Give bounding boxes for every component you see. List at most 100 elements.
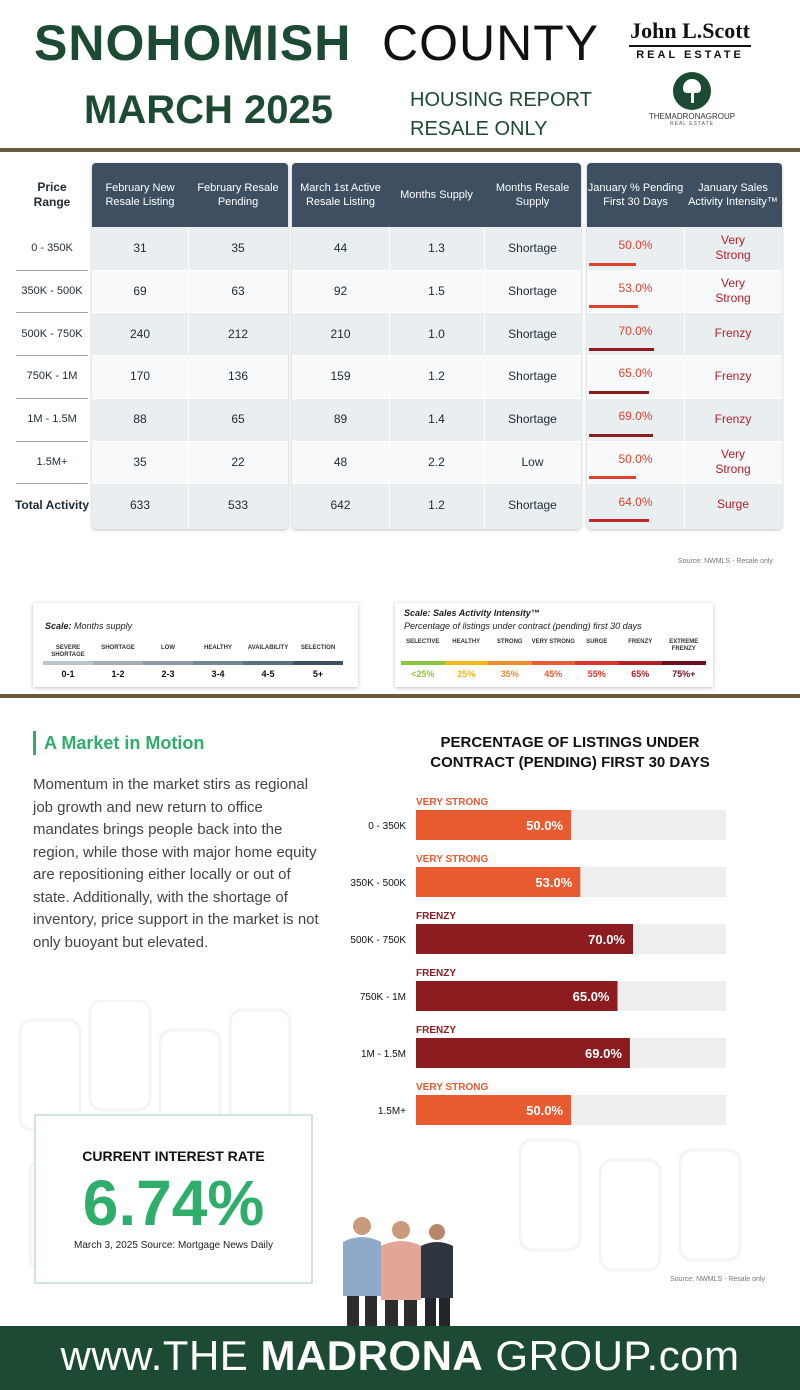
price-range-label: 750K - 1M <box>26 370 78 383</box>
scale-value: 75%+ <box>672 669 696 679</box>
table-cell-intensity: Frenzy <box>714 411 752 426</box>
pending-mini-bar <box>589 518 649 522</box>
table-cell-pct-pending: 69.0% <box>618 409 653 424</box>
madrona-logo-sub: REAL ESTATE <box>670 121 714 127</box>
header-divider <box>0 148 800 152</box>
john-l-scott-logo: John L.Scott REAL ESTATE <box>620 18 760 61</box>
madrona-logo-name: THEMADRONAGROUP <box>648 112 736 121</box>
table-cell-active: 210 <box>330 326 351 341</box>
person-left <box>343 1217 381 1330</box>
table-cell-months-supply: 1.2 <box>428 497 445 512</box>
scale-label: SURGE <box>586 639 608 645</box>
scale-segment <box>143 661 193 665</box>
scale-segment <box>43 661 93 665</box>
scale-label: SELECTION <box>300 645 336 651</box>
scale-segment <box>193 661 243 665</box>
column-header: Months Supply <box>400 189 473 201</box>
table-cell-pct-pending: 50.0% <box>618 238 653 253</box>
pending-bar-chart: VERY STRONG 50.0% 0 - 350K VERY STRONG 53.0%… <box>350 797 726 1125</box>
bar-category-label: 350K - 500K <box>350 878 406 889</box>
column-divider <box>389 227 390 529</box>
scale-label: SHORTAGE <box>101 645 135 651</box>
table-cell-intensity: Surge <box>716 497 750 512</box>
table-cell-months-supply: 2.2 <box>428 454 445 469</box>
bar <box>416 867 581 897</box>
table-cell-new-listing: 633 <box>129 497 151 512</box>
scale-value: 2-3 <box>161 669 175 679</box>
bar-category-tag: VERY STRONG <box>416 797 488 808</box>
table-cell-pct-pending: 70.0% <box>618 323 653 338</box>
scale-segment <box>662 661 706 665</box>
scale-segment <box>575 661 619 665</box>
price-range-label: 1.5M+ <box>36 455 68 468</box>
scale-label: LOW <box>161 645 175 651</box>
table-panel-march: March 1st Active Resale Listing 44 92 210 15… <box>292 163 581 529</box>
table-cell-active: 48 <box>333 454 348 469</box>
table-cell-intensity: Very Strong <box>715 446 751 476</box>
table-cell-active: 159 <box>330 369 351 384</box>
table-cell-supply-label: Shortage <box>508 326 557 341</box>
scale-months-supply: Scale: Months supply SEVERE SHORTAGE 0-1 S… <box>33 603 358 687</box>
bar <box>416 1038 630 1068</box>
report-type-line2: RESALE ONLY <box>410 118 548 140</box>
bar-category-label: 1.5M+ <box>378 1106 406 1117</box>
table-cell-pct-pending: 53.0% <box>618 281 653 296</box>
section-divider <box>0 694 800 698</box>
table-cell-pct-pending: 50.0% <box>618 451 653 466</box>
table-cell-active: 642 <box>330 497 351 512</box>
bar-category-tag: VERY STRONG <box>416 854 488 865</box>
range-divider <box>16 483 88 485</box>
footer-website-link[interactable]: www.THE MADRONA GROUP.com <box>60 1332 740 1379</box>
table-cell-pending: 35 <box>231 241 245 256</box>
report-type-line1: HOUSING REPORT <box>410 89 592 111</box>
jls-logo-name: John L.Scott <box>630 18 750 43</box>
scale-value: <25% <box>411 669 435 679</box>
table-cell-new-listing: 69 <box>133 284 147 299</box>
column-header: February Resale Pending <box>197 182 279 208</box>
tree-icon <box>673 72 711 110</box>
table-cell-active: 89 <box>333 412 348 427</box>
bar-category-tag: FRENZY <box>416 911 456 922</box>
table-cell-supply-label: Shortage <box>508 412 557 427</box>
team-photo <box>343 1217 453 1330</box>
column-header: January % Pending First 30 Days <box>587 182 684 208</box>
scale-sales-intensity: Scale: Sales Activity Intensity™ Percent… <box>395 603 713 687</box>
scale-value: 25% <box>457 669 476 679</box>
table-cell-active: 92 <box>333 284 348 299</box>
scale-label: HEALTHY <box>204 645 232 651</box>
table-cell-supply-label: Shortage <box>508 241 557 256</box>
pending-mini-bar <box>589 433 654 437</box>
bar-category-tag: VERY STRONG <box>416 1082 488 1093</box>
row-divider <box>292 355 581 357</box>
table-row-band <box>92 440 288 484</box>
report-month: MARCH 2025 <box>84 88 333 132</box>
scale-segment <box>444 661 488 665</box>
scale-segment <box>293 661 343 665</box>
scale-label: FRENZY <box>628 639 653 645</box>
table-cell-months-supply: 1.2 <box>428 369 445 384</box>
range-divider <box>16 269 88 271</box>
table-cell-months-supply: 1.3 <box>428 241 445 256</box>
table-row-band <box>92 355 288 398</box>
price-range-label: Total Activity <box>14 497 89 512</box>
table-cell-pending: 65 <box>231 412 245 427</box>
scale-segment <box>401 661 445 665</box>
bar-category-label: 750K - 1M <box>360 992 406 1003</box>
bar-value-label: 65.0% <box>573 989 610 1004</box>
row-divider <box>587 355 782 357</box>
table-cell-new-listing: 35 <box>133 454 147 469</box>
table-cell-pending: 136 <box>227 369 249 384</box>
row-divider <box>292 440 581 442</box>
range-divider <box>16 397 88 399</box>
range-divider <box>16 355 88 357</box>
row-divider <box>92 397 288 399</box>
section-accent-bar <box>33 731 36 755</box>
table-cell-supply-label: Shortage <box>508 497 557 512</box>
pending-mini-bar <box>589 305 639 309</box>
pending-mini-bar <box>589 348 655 352</box>
table-cell-new-listing: 31 <box>133 241 147 256</box>
column-header: March 1st Active Resale Listing <box>300 182 381 208</box>
bar <box>416 1095 571 1125</box>
row-divider <box>92 355 288 357</box>
jls-logo-sub: REAL ESTATE <box>629 45 751 61</box>
